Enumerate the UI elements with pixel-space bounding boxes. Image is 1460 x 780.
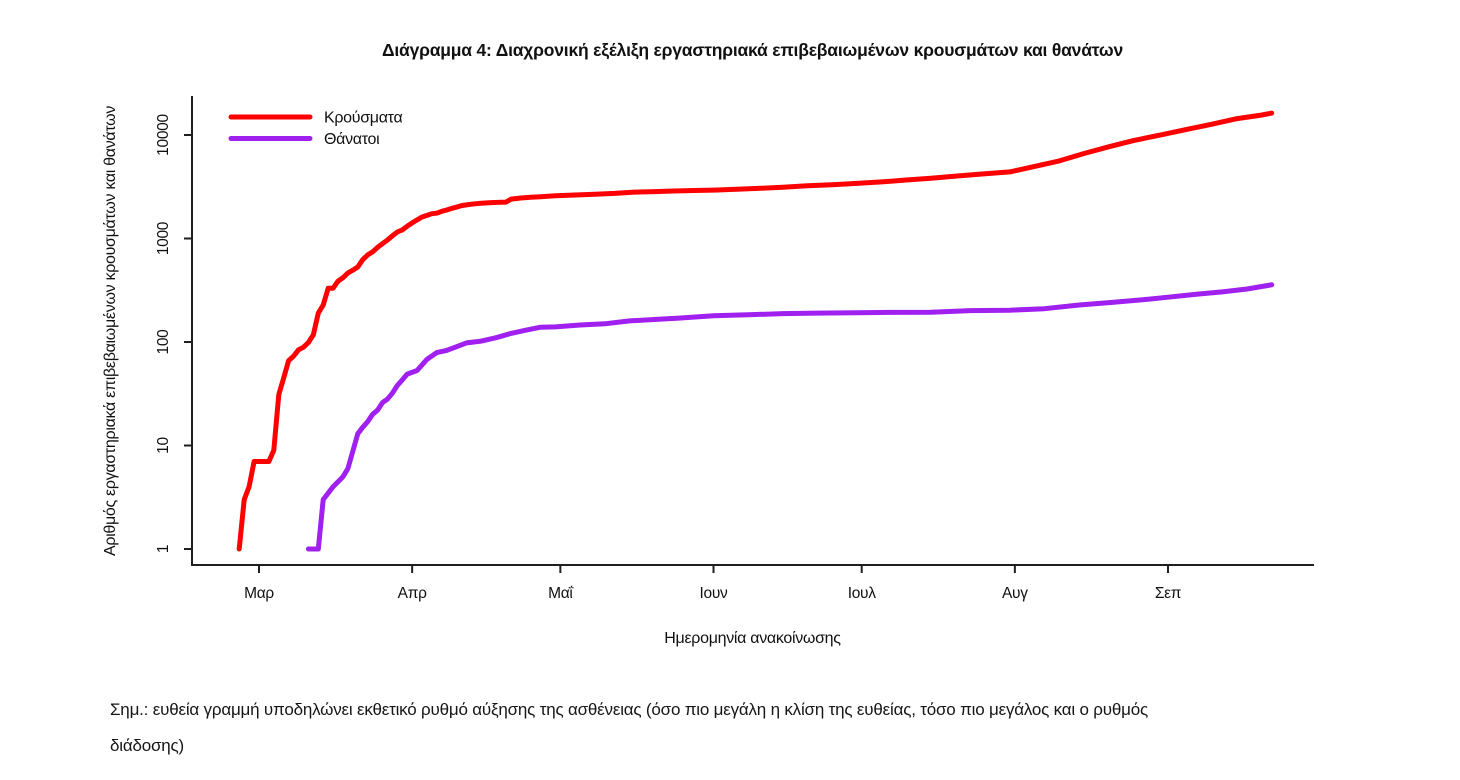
x-tick-label: Μαρ xyxy=(244,585,274,602)
y-tick-label: 10 xyxy=(155,437,172,454)
footnote-line-2: διάδοσης) xyxy=(110,736,184,755)
x-tick-label: Σεπ xyxy=(1155,585,1182,602)
x-tick-label: Μαΐ xyxy=(548,585,574,602)
x-tick-label: Ιουλ xyxy=(848,585,877,602)
chart-svg: 1 10 100 1000 10000 Μαρ Απρ Μαΐ Ιουν Ιουλ Αυγ Σεπ Αρ… xyxy=(102,96,1314,647)
x-tick-label: Ιουν xyxy=(700,585,729,602)
deaths-line xyxy=(305,282,1275,552)
chart-title: Διάγραμμα 4: Διαχρονική εξέλιξη εργαστηρ… xyxy=(381,40,1124,60)
footnote-line-1: Σημ.: ευθεία γραμμή υποδηλώνει εκθετικό … xyxy=(110,700,1148,719)
x-tick-label: Αυγ xyxy=(1002,585,1028,602)
y-tick-label: 10000 xyxy=(155,114,172,156)
cases-line xyxy=(236,110,1275,552)
y-tick-label: 1 xyxy=(155,545,172,553)
legend-label-2: Θάνατοι xyxy=(324,131,380,148)
legend-label-1: Κρούσματα xyxy=(324,110,402,127)
x-tick-label: Απρ xyxy=(398,585,427,602)
y-tick-label: 1000 xyxy=(155,221,172,255)
y-axis-label: Αριθμός εργαστηριακά επιβεβαιωμένων κρου… xyxy=(102,106,119,556)
x-axis-label: Ημερομηνία ανακοίνωσης xyxy=(664,630,841,647)
footnote: Σημ.: ευθεία γραμμή υποδηλώνει εκθετικό … xyxy=(110,692,1400,764)
y-tick-label: 100 xyxy=(155,329,172,355)
